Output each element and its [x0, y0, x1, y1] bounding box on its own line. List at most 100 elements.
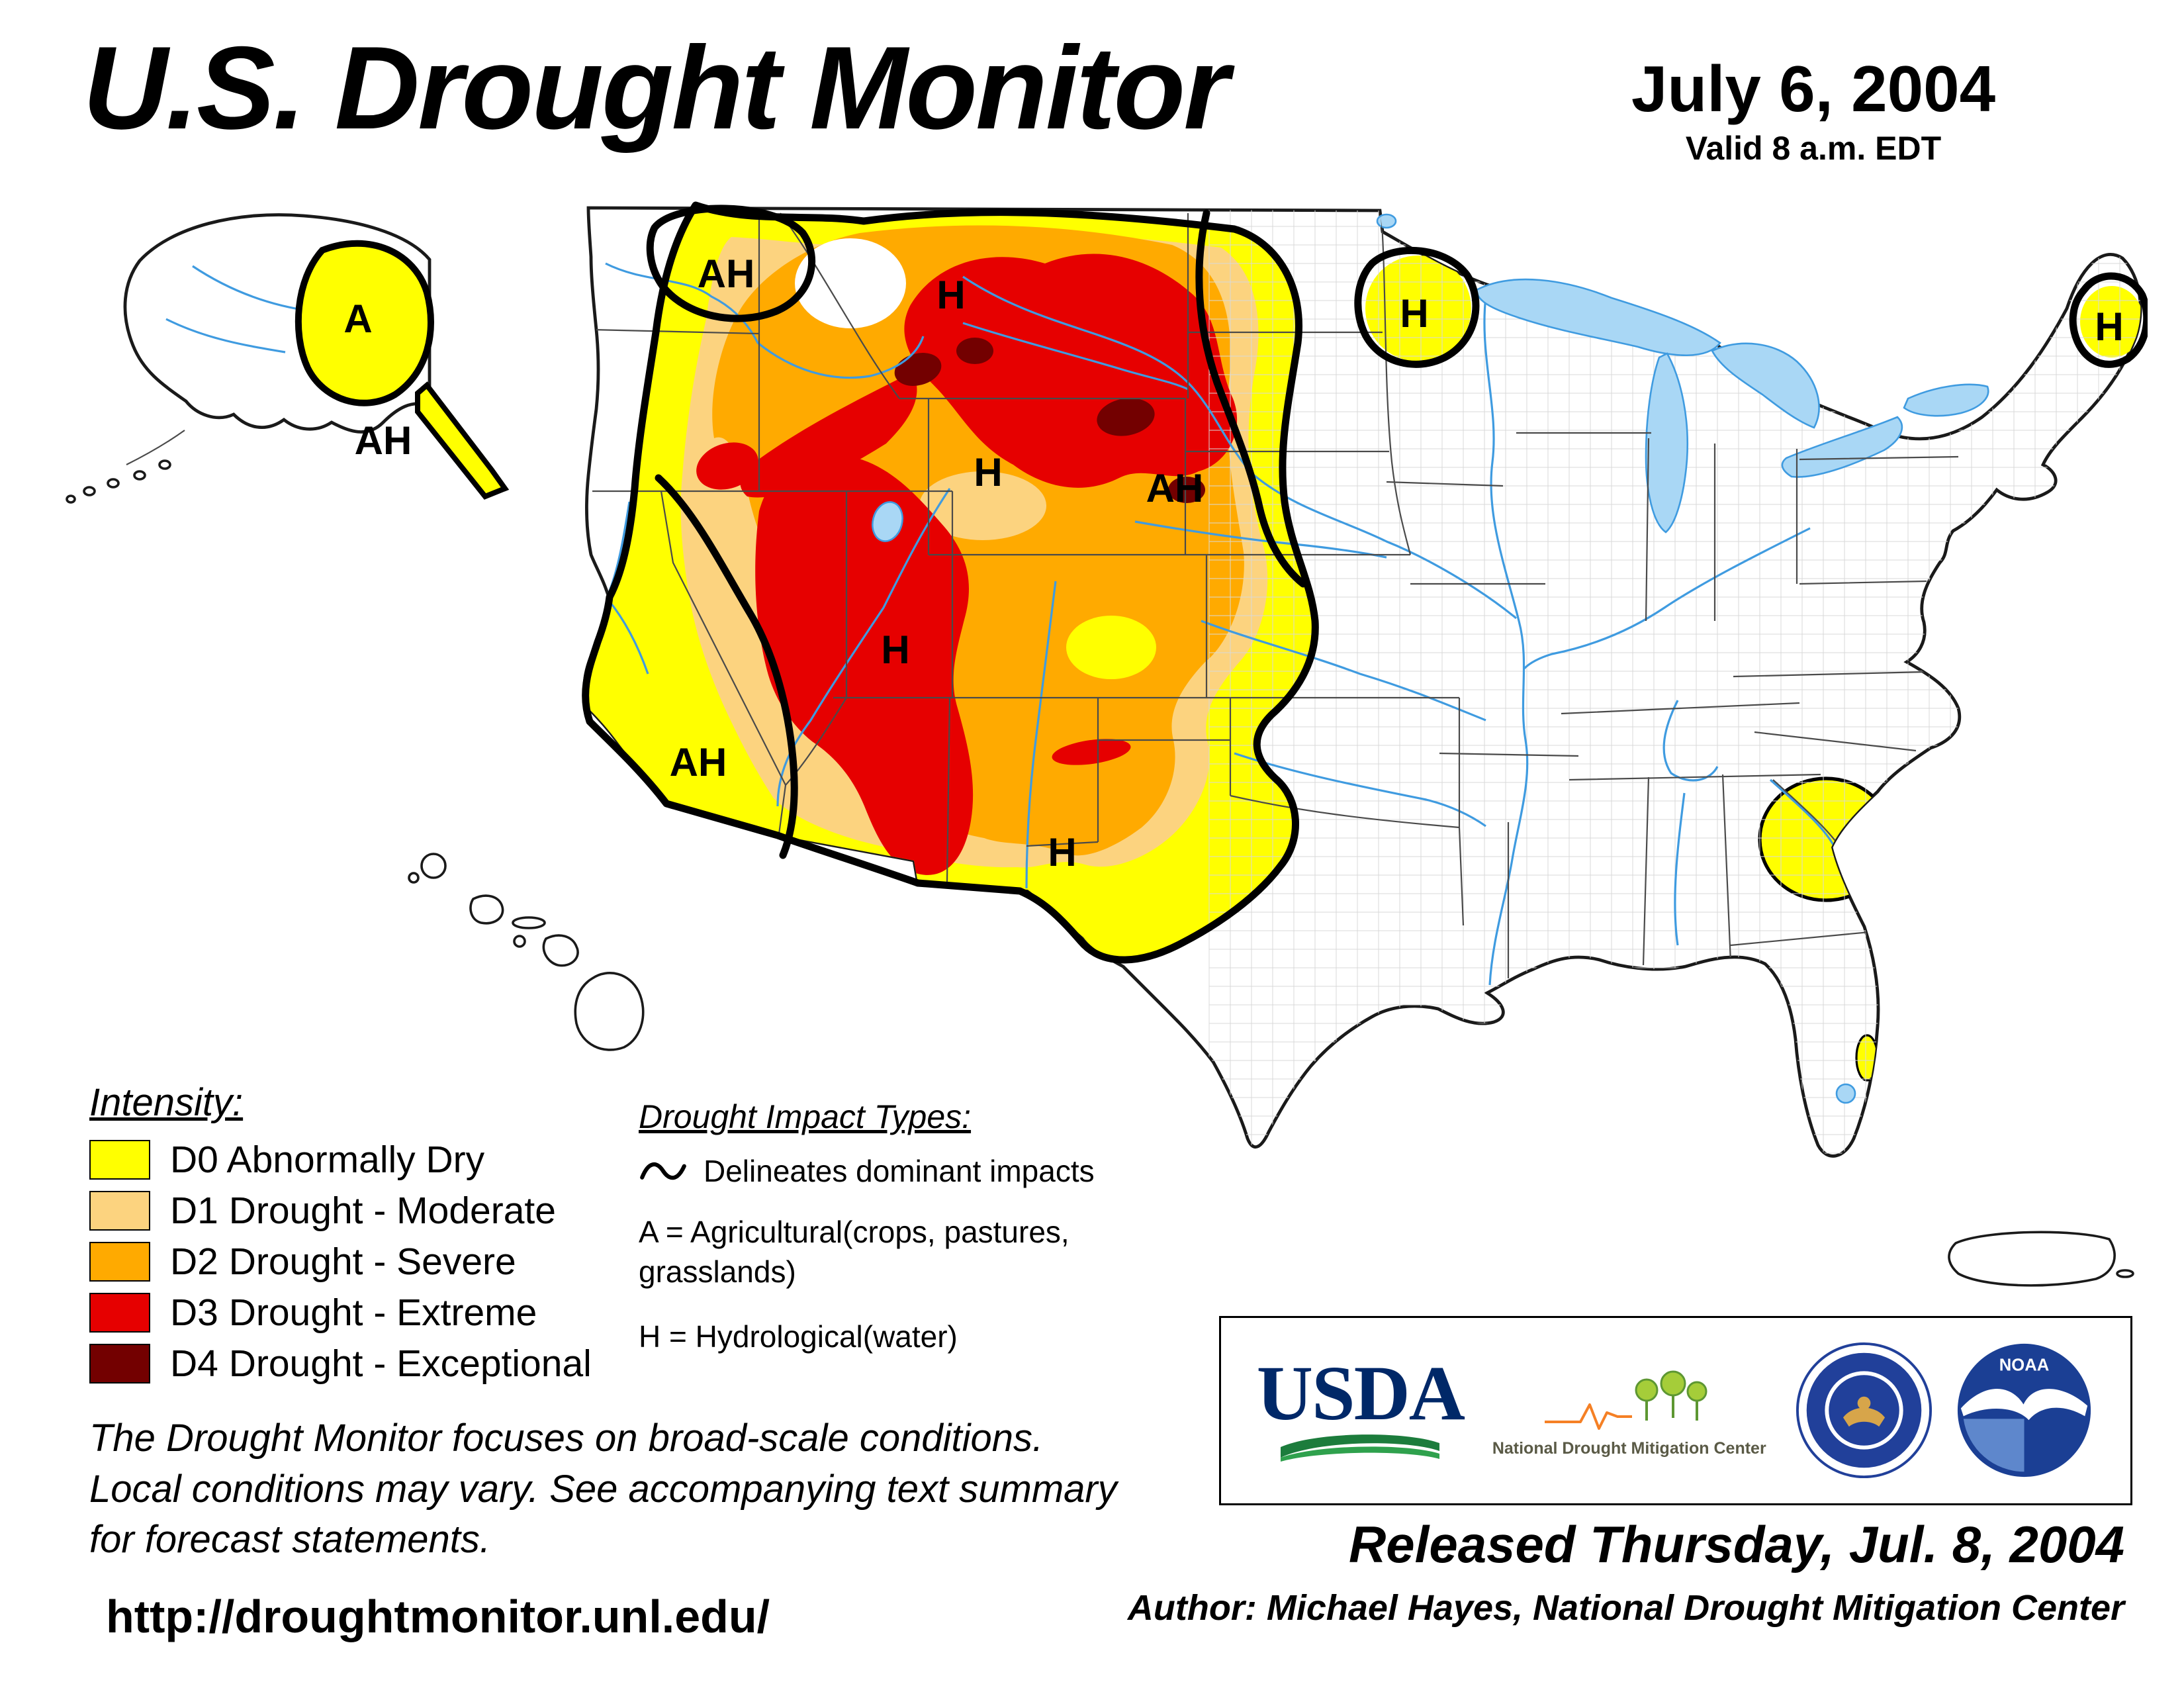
lake-of-the-woods	[1376, 213, 1397, 229]
aleutian-island-4	[83, 486, 96, 496]
alaska-inset: A AH	[66, 213, 510, 504]
alaska-d0-region	[295, 240, 434, 406]
impact-label-h: H	[881, 628, 909, 672]
date-block: July 6, 2004 Valid 8 a.m. EDT	[1569, 52, 2058, 167]
valid-time: Valid 8 a.m. EDT	[1685, 130, 1942, 167]
d3-region-montana	[904, 254, 1238, 488]
impact-boundary-california	[655, 474, 798, 859]
lake-huron	[1711, 342, 1820, 429]
river-platte	[1134, 520, 1387, 559]
aleutian-island-5	[66, 494, 76, 504]
impact-label-h: H	[1048, 830, 1076, 874]
legend-label-d4: D4 Drought - Exceptional	[170, 1342, 592, 1385]
d4-spot-2	[956, 338, 993, 364]
release-date: Released Thursday, Jul. 8, 2004	[1348, 1515, 2124, 1573]
impact-label-h: H	[2095, 305, 2123, 349]
impact-labels: AH H H AH H AH H H H	[670, 252, 2124, 874]
intensity-legend: Intensity: D0 Abnormally Dry D1 Drought …	[89, 1080, 592, 1393]
state-border-lines	[592, 211, 1959, 978]
hydrological-label: H = Hydrological(water)	[639, 1319, 958, 1354]
impact-label-ah: AH	[698, 252, 755, 296]
aleutian-chain	[126, 430, 185, 465]
legend-label-d2: D2 Drought - Severe	[170, 1241, 516, 1283]
disclaimer-text: The Drought Monitor focuses on broad-sca…	[89, 1417, 1117, 1562]
river-columbia-snake	[605, 262, 925, 379]
lake-superior	[1475, 278, 1721, 357]
state-borders	[592, 211, 1959, 978]
legend-label-d1: D1 Drought - Moderate	[170, 1190, 556, 1232]
alaska-impact-labels: A AH	[343, 297, 412, 463]
squiggle-icon	[640, 1162, 686, 1180]
hawaii-lanai	[513, 935, 526, 948]
legend-label-d3: D3 Drought - Extreme	[170, 1291, 537, 1334]
hawaii-molokai	[512, 916, 546, 929]
impact-boundary-washington	[646, 205, 816, 322]
author-credit: Author: Michael Hayes, National Drought …	[1127, 1588, 2124, 1628]
impact-label-a: A	[343, 297, 372, 341]
river-rio-grande	[1025, 581, 1057, 889]
delineates-row: Delineates dominant impacts	[639, 1153, 1181, 1189]
legend-item-d4: D4 Drought - Exceptional	[89, 1342, 592, 1385]
d3-region-greatbasin	[755, 453, 974, 875]
commerce-seal-icon	[1796, 1342, 1933, 1479]
river-ohio	[1523, 527, 1811, 670]
impact-boundaries	[582, 201, 2148, 964]
impact-boundary-maine	[2069, 272, 2148, 368]
legend-item-d0: D0 Abnormally Dry	[89, 1138, 592, 1182]
alaska-panhandle	[415, 381, 510, 500]
d3-band-idaho	[740, 372, 917, 498]
river-alabama	[1674, 792, 1686, 946]
great-lakes	[872, 213, 1989, 1104]
delineates-label: Delineates dominant impacts	[704, 1154, 1095, 1188]
impact-label-ah: AH	[355, 418, 412, 463]
d3-spot-nevada	[696, 442, 758, 490]
river-yellowstone	[962, 322, 1189, 391]
d0-region-maine	[2080, 286, 2141, 357]
legend-label-d0: D0 Abnormally Dry	[170, 1139, 485, 1181]
lake-ontario	[1903, 383, 1989, 417]
river-arkansas	[1201, 620, 1486, 722]
hawaii-inset	[408, 853, 645, 1051]
river-mississippi	[1483, 296, 1529, 986]
d4-spot-4	[1168, 477, 1205, 503]
agricultural-label: A = Agricultural(crops, pastures, grassl…	[639, 1215, 1069, 1289]
aleutian-island-1	[158, 459, 171, 470]
noaa-logo-icon: NOAA	[1958, 1343, 2091, 1477]
map-date: July 6, 2004	[1631, 52, 1996, 125]
hawaii-niihau	[408, 872, 420, 884]
d4-swatch	[89, 1344, 150, 1383]
impact-label-ah: AH	[1146, 466, 1204, 510]
us-drought-map: AH H H AH H AH H H H A AH	[66, 201, 2148, 1287]
d4-spot-1	[894, 353, 942, 386]
impact-label-h: H	[974, 450, 1002, 494]
d2-swatch	[89, 1242, 150, 1282]
d1-gap-wyoming	[919, 471, 1046, 540]
legend-item-d2: D2 Drought - Severe	[89, 1240, 592, 1284]
d3-swatch	[89, 1293, 150, 1333]
aleutian-island-3	[107, 478, 120, 489]
drought-layers	[585, 208, 2141, 1082]
d4-spot-3	[1097, 398, 1155, 436]
puerto-rico-inset	[1948, 1231, 2134, 1287]
usda-logo: USDA	[1256, 1349, 1465, 1463]
usda-wordmark: USDA	[1256, 1349, 1465, 1436]
legend-item-d3: D3 Drought - Extreme	[89, 1291, 592, 1335]
lake-erie	[1781, 416, 1903, 478]
hawaii-maui	[542, 934, 579, 967]
d0-spot-colorado	[1066, 616, 1156, 679]
hawaii-big-island	[574, 972, 645, 1051]
river-red	[1234, 752, 1486, 827]
d0-swatch	[89, 1140, 150, 1180]
legend-heading: Intensity:	[89, 1081, 244, 1124]
ndmc-logo: National Drought Mitigation Center	[1484, 1364, 1775, 1458]
agency-logos: USDA National Drought Mitigation Center	[1219, 1316, 2132, 1505]
vieques-island	[2116, 1269, 2134, 1278]
aleutian-island-2	[133, 470, 146, 481]
impact-label-ah: AH	[670, 740, 727, 784]
legend-item-d1: D1 Drought - Moderate	[89, 1189, 592, 1233]
lake-michigan	[1645, 352, 1689, 534]
impact-label-h: H	[936, 273, 965, 317]
river-savannah	[1769, 778, 1835, 847]
impact-label-h: H	[1400, 291, 1428, 336]
